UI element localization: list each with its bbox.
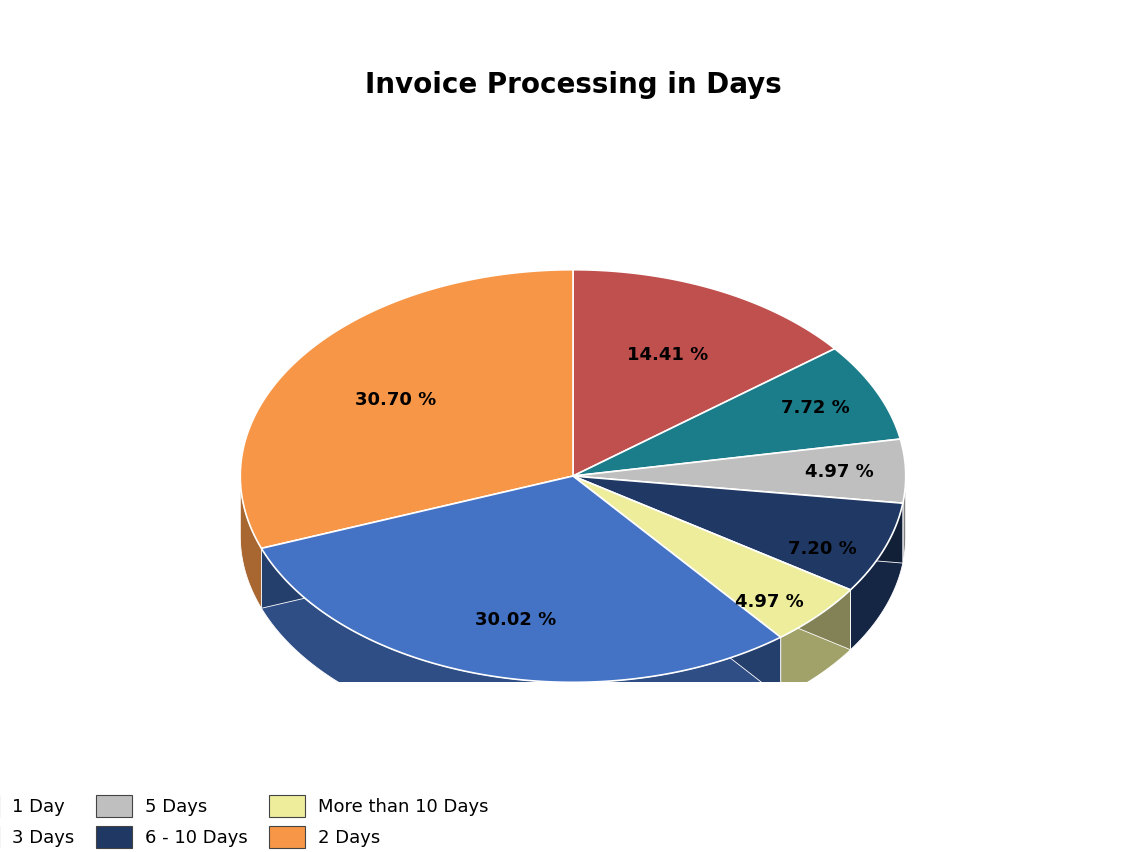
Title: Invoice Processing in Days: Invoice Processing in Days [364, 72, 782, 100]
Polygon shape [573, 476, 850, 650]
Legend: 1 Day, 3 Days, 4 Days, 5 Days, 6 - 10 Days, More than 10 Days, 2 Days: 1 Day, 3 Days, 4 Days, 5 Days, 6 - 10 Da… [0, 795, 488, 852]
Polygon shape [903, 476, 905, 563]
Text: 30.70 %: 30.70 % [354, 390, 435, 409]
Text: 7.72 %: 7.72 % [782, 400, 850, 417]
Polygon shape [573, 476, 903, 563]
Polygon shape [241, 270, 573, 549]
Polygon shape [573, 476, 780, 697]
Polygon shape [780, 590, 850, 697]
Text: 14.41 %: 14.41 % [627, 347, 708, 365]
Polygon shape [573, 476, 850, 650]
Text: 4.97 %: 4.97 % [804, 463, 873, 481]
Polygon shape [573, 476, 903, 590]
Polygon shape [241, 477, 261, 608]
Polygon shape [573, 476, 780, 697]
Text: 7.20 %: 7.20 % [788, 540, 857, 558]
Polygon shape [573, 348, 901, 476]
Polygon shape [261, 476, 573, 608]
Polygon shape [261, 549, 780, 742]
Polygon shape [573, 476, 903, 563]
Text: 30.02 %: 30.02 % [474, 611, 556, 630]
Polygon shape [573, 476, 850, 637]
Polygon shape [850, 504, 903, 650]
Polygon shape [573, 270, 834, 476]
Polygon shape [573, 439, 905, 504]
Polygon shape [261, 476, 573, 608]
Text: 4.97 %: 4.97 % [735, 593, 803, 612]
Polygon shape [261, 476, 780, 682]
